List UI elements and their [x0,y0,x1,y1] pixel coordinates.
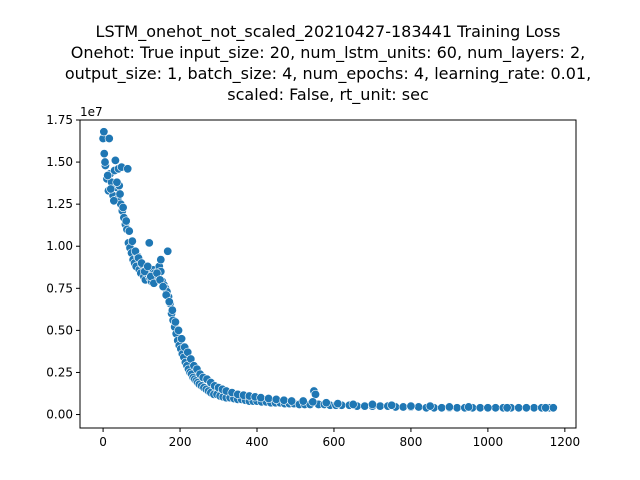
y-tick-label: 0.50 [46,323,73,337]
chart-title-line-4: scaled: False, rt_unit: sec [227,85,429,105]
scatter-point [156,255,166,265]
scatter-point [123,164,133,174]
scatter-point [444,402,454,412]
x-tick-label: 0 [99,435,107,449]
scatter-point [174,325,184,335]
scatter-point [310,389,320,399]
y-axis-offset-label: 1e7 [80,105,103,119]
scatter-point [541,403,551,413]
scatter-point [109,196,119,206]
scatter-point [127,236,137,246]
scatter-point [163,246,173,256]
scatter-point [437,403,447,413]
scatter-point [124,226,134,236]
scatter-point [110,155,120,165]
x-tick-label: 800 [399,435,422,449]
chart-title-line-1: LSTM_onehot_not_scaled_20210427-183441 T… [96,22,561,42]
scatter-point [279,395,289,405]
scatter-point [104,134,114,144]
chart-title-line-3: output_size: 1, batch_size: 4, num_epoch… [65,64,591,84]
scatter-point [99,149,109,159]
y-axis-ticks: 0.00 0.25 0.50 0.75 1.00 1.25 1.50 1.75 [46,113,80,422]
x-tick-label: 400 [246,435,269,449]
scatter-point [387,400,397,410]
chart-title-line-2: Onehot: True input_size: 20, num_lstm_un… [71,43,585,63]
scatter-point [367,399,377,409]
scatter-point [321,398,331,408]
plot-area-frame [79,119,577,429]
scatter-point [177,334,187,344]
scatter-point [348,399,358,409]
x-tick-label: 1200 [550,435,581,449]
scatter-point [406,401,416,411]
y-tick-label: 1.50 [46,155,73,169]
scatter-point [144,238,154,248]
scatter-point [414,402,424,412]
scatter-point [333,399,343,409]
x-tick-label: 200 [169,435,192,449]
scatter-point [375,401,385,411]
scatter-point [521,403,531,413]
scatter-point [271,394,281,404]
scatter-point [287,396,297,406]
scatter-point [398,402,408,412]
scatter-point [483,403,493,413]
scatter-point [425,401,435,411]
scatter-point [106,184,116,194]
scatter-point [167,305,177,315]
scatter-point [103,171,113,181]
scatter-point [121,216,131,226]
x-axis-ticks: 0 200 400 600 800 1000 1200 [99,428,580,449]
scatter-point [452,403,462,413]
scatter-point [164,297,174,307]
scatter-point [491,403,501,413]
y-tick-label: 0.00 [46,408,73,422]
y-tick-label: 0.75 [46,281,73,295]
scatter-point [464,402,474,412]
y-tick-label: 0.25 [46,365,73,379]
scatter-point [143,261,153,271]
scatter-point [158,282,168,292]
chart-title: LSTM_onehot_not_scaled_20210427-183441 T… [65,22,591,105]
scatter-point [99,127,109,137]
scatter-point [360,401,370,411]
scatter-point [115,189,125,199]
scatter-point [308,397,318,407]
scatter-point [548,403,558,413]
scatter-point [112,177,122,187]
scatter-point [514,403,524,413]
scatter-point [118,203,128,213]
scatter-point [256,393,266,403]
y-tick-label: 1.75 [46,113,73,127]
x-tick-label: 1000 [473,435,504,449]
scatter-point [100,157,110,167]
x-tick-label: 600 [323,435,346,449]
scatter-point [529,403,539,413]
scatter-point [502,403,512,413]
scatter-point [475,403,485,413]
scatter-point [170,317,180,327]
scatter-point [264,394,274,404]
y-tick-label: 1.00 [46,239,73,253]
scatter-points [98,127,558,413]
scatter-point [298,396,308,406]
y-tick-label: 1.25 [46,197,73,211]
